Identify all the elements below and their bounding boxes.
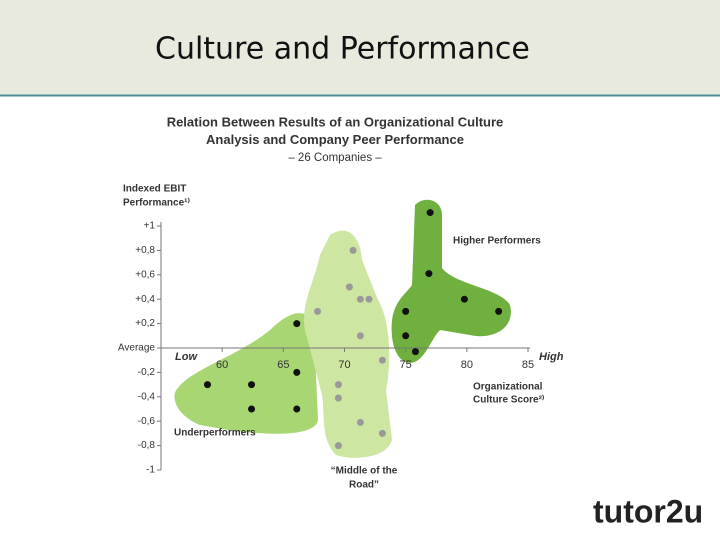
point [365, 295, 373, 303]
region-under [174, 313, 318, 434]
y-axis-label: Performance¹⁾ [123, 198, 190, 209]
y-tick-label: +0,2 [135, 318, 155, 329]
point [203, 381, 211, 389]
annotation: “Middle of the [331, 466, 398, 477]
y-tick-label: Average [118, 343, 156, 354]
header-band [0, 0, 720, 95]
y-tick-label: -1 [146, 465, 155, 476]
y-tick-label: -0,8 [138, 440, 156, 451]
point [495, 307, 503, 315]
axis-end-low: Low [175, 351, 198, 363]
y-tick-label: +0,8 [135, 245, 155, 256]
point [425, 270, 433, 278]
point [378, 356, 386, 364]
point [293, 368, 301, 376]
point [314, 307, 322, 315]
point [345, 283, 353, 291]
x-tick-label: 65 [277, 359, 289, 371]
point [411, 348, 419, 356]
axis-end-high: High [539, 351, 564, 363]
y-tick-label: -0,2 [138, 367, 156, 378]
x-tick-label: 80 [461, 359, 473, 371]
point [334, 394, 342, 402]
point [402, 332, 410, 340]
slide-title: Culture and Performance [155, 32, 530, 67]
x-tick-label: 85 [522, 359, 534, 371]
logo: tutor2u [593, 493, 703, 529]
x-tick-label: 70 [338, 359, 350, 371]
point [402, 307, 410, 315]
y-axis-label: Indexed EBIT [123, 184, 186, 195]
x-tick-label: 75 [400, 359, 412, 371]
point [334, 442, 342, 450]
x-tick-label: 60 [216, 359, 228, 371]
point [293, 405, 301, 413]
point [378, 429, 386, 437]
point [248, 405, 256, 413]
point [426, 209, 434, 217]
y-tick-label: -0,6 [138, 416, 156, 427]
point [349, 246, 357, 254]
point [334, 381, 342, 389]
y-tick-label: -0,4 [138, 391, 156, 402]
point [356, 295, 364, 303]
point [356, 418, 364, 426]
region-higher [391, 199, 511, 363]
chart-title: – 26 Companies – [288, 152, 382, 164]
y-tick-label: +1 [144, 221, 156, 232]
annotation: Underperformers [174, 428, 256, 439]
y-tick-label: +0,4 [135, 294, 155, 305]
chart-title: Analysis and Company Peer Performance [206, 132, 464, 147]
chart-title: Relation Between Results of an Organizat… [167, 114, 504, 129]
point [293, 320, 301, 328]
x-axis-label: Organizational [473, 382, 543, 393]
point [460, 295, 468, 303]
region-middle [303, 230, 392, 458]
point [248, 381, 256, 389]
y-tick-label: +0,6 [135, 269, 155, 280]
annotation: Higher Performers [453, 236, 541, 247]
point [356, 332, 364, 340]
annotation: Road” [349, 480, 379, 491]
x-axis-label: Culture Score²⁾ [473, 395, 545, 406]
